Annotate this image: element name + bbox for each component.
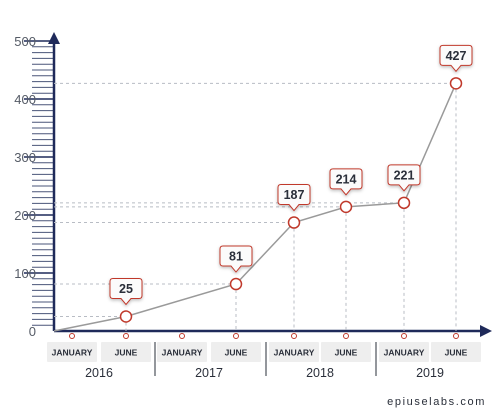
month-tick-marker bbox=[123, 333, 129, 339]
y-tick-label: 500 bbox=[14, 34, 36, 49]
year-label: 2018 bbox=[306, 366, 334, 380]
month-box bbox=[431, 342, 481, 362]
month-tick-marker bbox=[291, 333, 297, 339]
x-tick-label: JANUARY bbox=[274, 348, 315, 358]
x-tick-label: JUNE bbox=[335, 348, 358, 358]
data-point bbox=[229, 277, 243, 291]
month-tick-marker bbox=[179, 333, 185, 339]
month-tick-marker bbox=[453, 333, 459, 339]
data-point bbox=[449, 77, 463, 90]
month-box bbox=[269, 342, 319, 362]
callout-box bbox=[219, 245, 253, 273]
footer-website: epiuselabs.com bbox=[387, 396, 486, 408]
data-point bbox=[287, 216, 301, 229]
data-label: 81 bbox=[229, 250, 243, 264]
x-tick-label: JANUARY bbox=[52, 348, 93, 358]
value-callout bbox=[387, 164, 421, 192]
month-tick-marker bbox=[343, 333, 349, 339]
data-label: 25 bbox=[119, 282, 133, 296]
data-point bbox=[339, 200, 353, 214]
x-tick-label: JANUARY bbox=[162, 348, 203, 358]
x-tick-label: JUNE bbox=[445, 348, 468, 358]
y-axis-arrow bbox=[48, 32, 60, 44]
callout-box bbox=[277, 184, 311, 212]
month-box bbox=[157, 342, 207, 362]
data-point bbox=[397, 196, 411, 210]
month-box bbox=[211, 342, 261, 362]
month-tick-marker bbox=[401, 333, 407, 339]
value-callout bbox=[109, 278, 143, 306]
month-box bbox=[47, 342, 97, 362]
month-box bbox=[101, 342, 151, 362]
month-box bbox=[379, 342, 429, 362]
callout-box bbox=[387, 164, 421, 192]
callout-box bbox=[439, 44, 473, 73]
year-label: 2016 bbox=[85, 366, 113, 380]
value-callout bbox=[329, 168, 363, 196]
y-tick-label: 0 bbox=[29, 324, 36, 339]
value-callout bbox=[277, 184, 311, 212]
x-axis-arrow bbox=[480, 325, 492, 337]
value-callout bbox=[219, 245, 253, 273]
data-label: 221 bbox=[394, 168, 415, 182]
y-tick-label: 200 bbox=[14, 208, 36, 223]
callout-box bbox=[329, 168, 363, 196]
data-point bbox=[119, 310, 133, 323]
x-tick-label: JUNE bbox=[225, 348, 248, 358]
x-tick-label: JANUARY bbox=[384, 348, 425, 358]
data-label: 214 bbox=[336, 172, 357, 186]
y-tick-label: 100 bbox=[14, 266, 36, 281]
guide-lines bbox=[54, 82, 457, 331]
data-label: 187 bbox=[284, 188, 305, 202]
callout-box bbox=[109, 278, 143, 306]
x-tick-label: JUNE bbox=[115, 348, 138, 358]
y-tick-label: 300 bbox=[14, 150, 36, 165]
y-axis-minor-ticks bbox=[32, 46, 54, 326]
month-tick-marker bbox=[233, 333, 239, 339]
year-label: 2019 bbox=[416, 366, 444, 380]
data-label: 427 bbox=[446, 49, 467, 63]
month-box bbox=[321, 342, 371, 362]
value-callout bbox=[439, 44, 473, 73]
month-tick-marker bbox=[69, 333, 75, 339]
year-label: 2017 bbox=[195, 366, 223, 380]
y-tick-label: 400 bbox=[14, 92, 36, 107]
